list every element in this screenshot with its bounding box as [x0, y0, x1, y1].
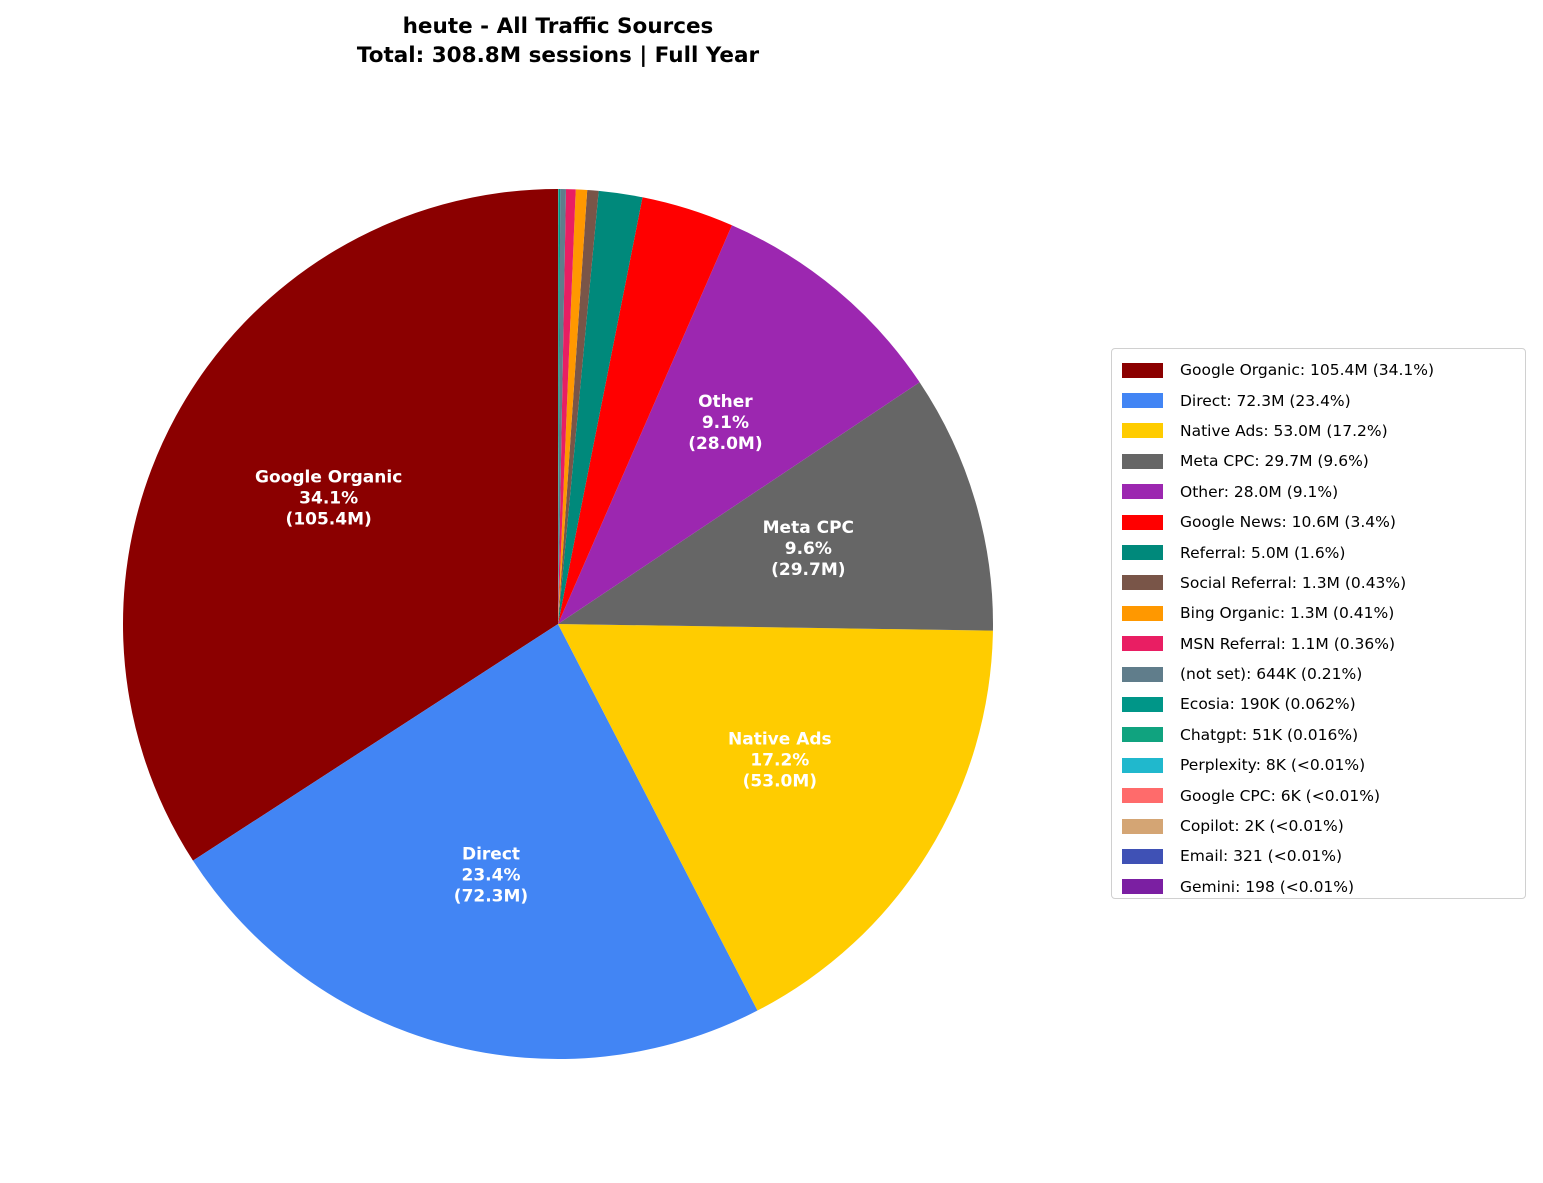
pie-slice-ecosia: [558, 189, 561, 624]
legend-item: Google News: 10.6M (3.4%): [1122, 507, 1525, 537]
slice-label: Google Organic 34.1% (105.4M): [255, 467, 402, 529]
legend-item: Google Organic: 105.4M (34.1%): [1122, 355, 1525, 385]
pie-slice-bing-organic: [558, 189, 588, 624]
legend-item: Gemini: 198 (<0.01%): [1122, 872, 1525, 902]
legend-swatch: [1122, 605, 1163, 621]
legend-swatch: [1122, 514, 1163, 530]
legend-item: Email: 321 (<0.01%): [1122, 841, 1525, 871]
pie-slice-other: [558, 225, 920, 625]
legend-swatch: [1122, 818, 1163, 834]
legend-swatch: [1122, 788, 1163, 804]
legend-item: Referral: 5.0M (1.6%): [1122, 537, 1525, 567]
legend-swatch: [1122, 757, 1163, 773]
legend-swatch: [1122, 362, 1163, 378]
chart-subtitle: Total: 308.8M sessions | Full Year: [356, 43, 760, 68]
legend-swatch: [1122, 879, 1163, 895]
legend-label: Gemini: 198 (<0.01%): [1180, 877, 1355, 896]
legend-item: Copilot: 2K (<0.01%): [1122, 811, 1525, 841]
legend-item: (not set): 644K (0.21%): [1122, 659, 1525, 689]
legend-swatch: [1122, 453, 1163, 469]
legend-item: Meta CPC: 29.7M (9.6%): [1122, 446, 1525, 476]
pie-slice-msn-referral: [558, 189, 576, 624]
legend-swatch: [1122, 636, 1163, 652]
legend-label: Ecosia: 190K (0.062%): [1180, 695, 1356, 714]
pie-slice-google-organic: [122, 189, 559, 861]
legend-label: Meta CPC: 29.7M (9.6%): [1180, 452, 1369, 471]
legend-item: Other: 28.0M (9.1%): [1122, 477, 1525, 507]
legend-item: Direct: 72.3M (23.4%): [1122, 385, 1525, 415]
legend-swatch: [1122, 393, 1163, 409]
slice-label: Meta CPC 9.6% (29.7M): [763, 518, 854, 580]
legend-label: Google CPC: 6K (<0.01%): [1180, 786, 1381, 805]
slice-label: Other 9.1% (28.0M): [688, 392, 762, 454]
chart-title: heute - All Traffic Sources Total: 308.8…: [258, 12, 858, 70]
legend-swatch: [1122, 727, 1163, 743]
legend-item: Google CPC: 6K (<0.01%): [1122, 780, 1525, 810]
legend-label: Direct: 72.3M (23.4%): [1180, 391, 1351, 410]
legend-item: Chatgpt: 51K (0.016%): [1122, 720, 1525, 750]
legend-label: Bing Organic: 1.3M (0.41%): [1180, 604, 1395, 623]
legend-label: Social Referral: 1.3M (0.43%): [1180, 573, 1407, 592]
legend-label: (not set): 644K (0.21%): [1180, 665, 1363, 684]
legend-swatch: [1122, 848, 1163, 864]
pie-slice-chatgpt: [558, 189, 559, 624]
legend-label: Email: 321 (<0.01%): [1180, 847, 1342, 866]
legend-label: Google Organic: 105.4M (34.1%): [1180, 361, 1435, 380]
legend-item: Perplexity: 8K (<0.01%): [1122, 750, 1525, 780]
pie-slice-google-news: [558, 197, 732, 624]
legend-label: Copilot: 2K (<0.01%): [1180, 817, 1344, 836]
legend-label: Referral: 5.0M (1.6%): [1180, 543, 1346, 562]
legend-label: Chatgpt: 51K (0.016%): [1180, 725, 1359, 744]
legend-swatch: [1122, 696, 1163, 712]
pie-slice-direct: [192, 624, 758, 1059]
slice-label: Native Ads 17.2% (53.0M): [728, 729, 832, 791]
slice-label: Direct 23.4% (72.3M): [454, 844, 528, 906]
legend-label: MSN Referral: 1.1M (0.36%): [1180, 634, 1396, 653]
legend-item: Bing Organic: 1.3M (0.41%): [1122, 598, 1525, 628]
legend-swatch: [1122, 423, 1163, 439]
legend-item: MSN Referral: 1.1M (0.36%): [1122, 629, 1525, 659]
legend-swatch: [1122, 484, 1163, 500]
legend-swatch: [1122, 545, 1163, 561]
legend-swatch: [1122, 575, 1163, 591]
chart-title-main: heute - All Traffic Sources: [402, 14, 714, 39]
legend-label: Google News: 10.6M (3.4%): [1180, 513, 1396, 532]
legend-item: Social Referral: 1.3M (0.43%): [1122, 568, 1525, 598]
legend-item: Ecosia: 190K (0.062%): [1122, 689, 1525, 719]
pie-slice-meta-cpc: [558, 382, 993, 631]
legend-label: Other: 28.0M (9.1%): [1180, 482, 1339, 501]
legend-swatch: [1122, 666, 1163, 682]
legend-label: Native Ads: 53.0M (17.2%): [1180, 421, 1388, 440]
pie-slice-social-referral: [558, 189, 599, 624]
legend: Google Organic: 105.4M (34.1%) Direct: 72…: [1111, 348, 1526, 899]
legend-item: Native Ads: 53.0M (17.2%): [1122, 416, 1525, 446]
pie-slice-referral: [558, 190, 643, 624]
pie-slice-native-ads: [558, 624, 993, 1011]
legend-label: Perplexity: 8K (<0.01%): [1180, 756, 1366, 775]
pie-slice-not-set: [558, 189, 566, 624]
